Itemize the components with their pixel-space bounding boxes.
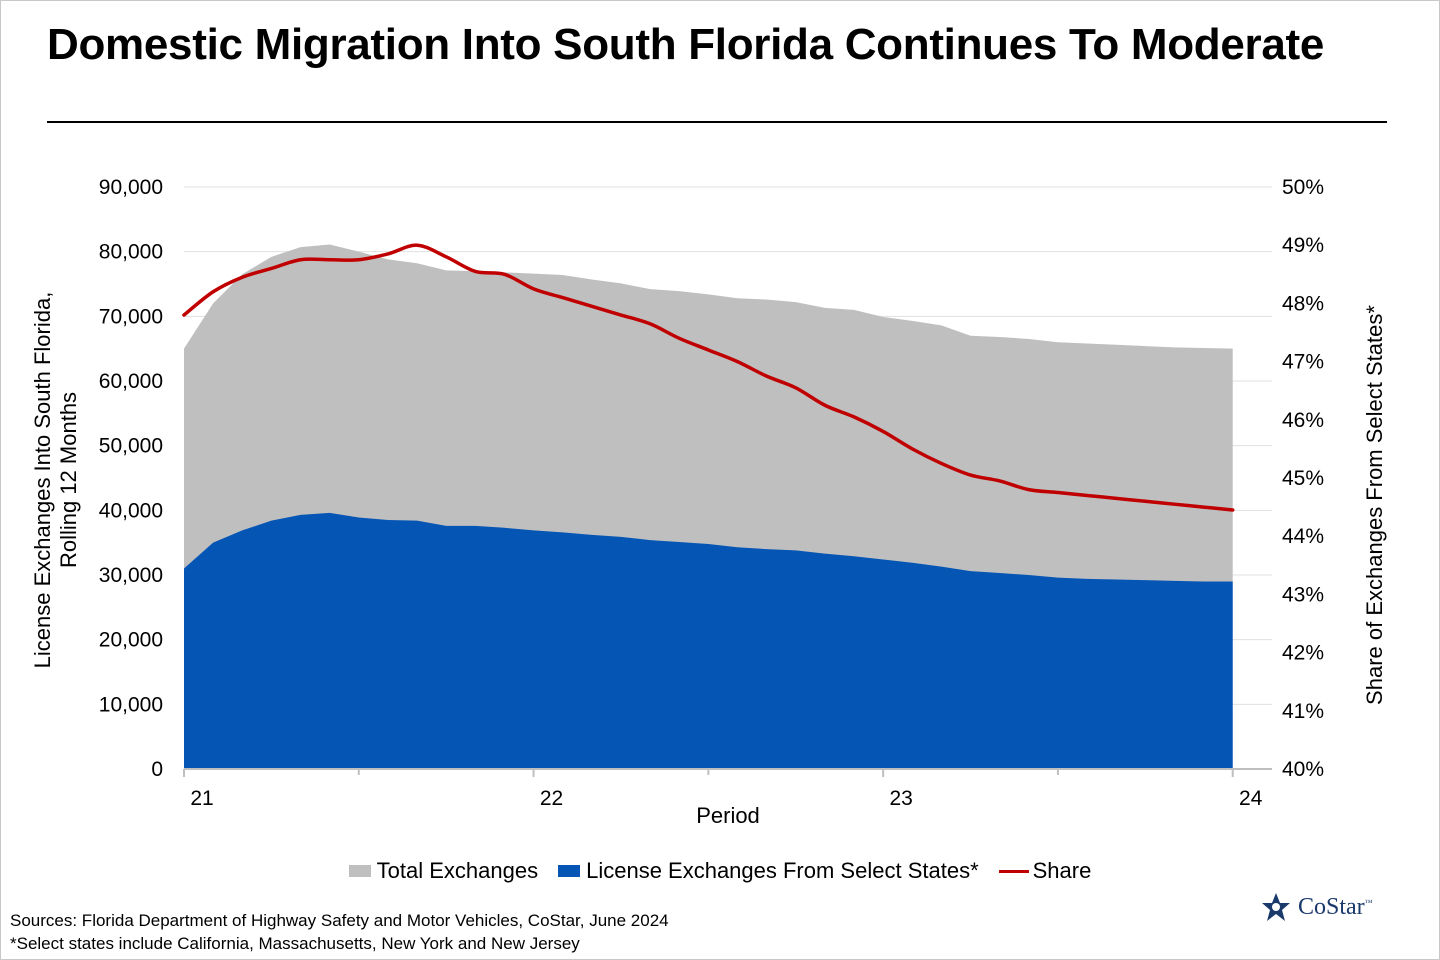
sources-note: Sources: Florida Department of Highway S… xyxy=(10,911,669,930)
costar-logo: CoStar™ xyxy=(1260,891,1373,923)
y-left-tick-label: 50,000 xyxy=(99,435,163,458)
y-left-tick-label: 30,000 xyxy=(99,564,163,587)
y-right-tick-label: 49% xyxy=(1282,234,1324,257)
legend-label-share: Share xyxy=(1032,858,1092,883)
y-left-tick-label: 0 xyxy=(151,758,163,781)
x-tick-label: 23 xyxy=(889,787,912,810)
legend-swatch-total xyxy=(348,865,371,877)
legend: Total Exchanges License Exchanges From S… xyxy=(0,858,1440,884)
y-right-axis-title-text: Share of Exchanges From Select States* xyxy=(1362,305,1387,705)
y-right-tick-labels: 40% 41% 42% 43% 44% 45% 46% 47% 48% 49% 50% xyxy=(1282,176,1324,781)
y-left-axis-title-line-2: Rolling 12 Months xyxy=(56,392,81,568)
legend-item-total: Total Exchanges xyxy=(348,858,539,884)
y-left-tick-label: 10,000 xyxy=(99,693,163,716)
y-right-tick-label: 40% xyxy=(1282,758,1324,781)
y-right-tick-label: 43% xyxy=(1282,583,1324,606)
share-line xyxy=(182,243,1235,512)
y-left-tick-label: 70,000 xyxy=(99,305,163,328)
y-right-tick-label: 41% xyxy=(1282,700,1324,723)
y-left-tick-label: 80,000 xyxy=(99,241,163,264)
chart-title: Domestic Migration Into South Florida Co… xyxy=(47,20,1325,69)
legend-label-total: Total Exchanges xyxy=(376,858,539,883)
area-select-states xyxy=(184,512,1233,769)
y-left-tick-label: 90,000 xyxy=(99,176,163,199)
axes xyxy=(183,768,1272,777)
costar-star-icon xyxy=(1262,893,1290,921)
area-series xyxy=(184,244,1233,769)
costar-logo-text: CoStar™ xyxy=(1298,893,1373,920)
y-right-tick-label: 46% xyxy=(1282,409,1324,432)
y-left-tick-label: 40,000 xyxy=(99,499,163,522)
x-tick-label: 22 xyxy=(540,787,563,810)
y-left-tick-label: 20,000 xyxy=(99,629,163,652)
line-series xyxy=(182,243,1235,512)
y-left-tick-label: 60,000 xyxy=(99,370,163,393)
x-axis-title: Period xyxy=(696,803,760,828)
title-underline xyxy=(47,121,1387,123)
y-left-tick-labels: 0 10,000 20,000 30,000 40,000 50,000 60,000 70,… xyxy=(99,176,163,781)
y-right-tick-label: 45% xyxy=(1282,467,1324,490)
y-right-tick-label: 47% xyxy=(1282,351,1324,374)
legend-swatch-select-states xyxy=(558,865,581,877)
x-tick-label: 24 xyxy=(1239,787,1263,810)
y-right-tick-label: 44% xyxy=(1282,525,1324,548)
y-right-axis-title: Share of Exchanges From Select States* xyxy=(1362,305,1387,705)
y-right-tick-label: 42% xyxy=(1282,642,1324,665)
legend-item-select-states: License Exchanges From Select States* xyxy=(558,858,979,884)
x-tick-label: 21 xyxy=(190,787,213,810)
legend-swatch-share xyxy=(998,869,1029,873)
x-tick-labels: 21 22 23 24 xyxy=(190,787,1262,810)
legend-label-select-states: License Exchanges From Select States* xyxy=(586,858,979,883)
select-states-note: *Select states include California, Massa… xyxy=(10,934,580,953)
y-right-tick-label: 50% xyxy=(1282,176,1324,199)
y-left-axis-title-line-1: License Exchanges Into South Florida, xyxy=(30,292,55,669)
legend-item-share: Share xyxy=(998,858,1092,884)
y-right-tick-label: 48% xyxy=(1282,292,1324,315)
y-left-axis-title: License Exchanges Into South Florida, Ro… xyxy=(30,292,81,669)
